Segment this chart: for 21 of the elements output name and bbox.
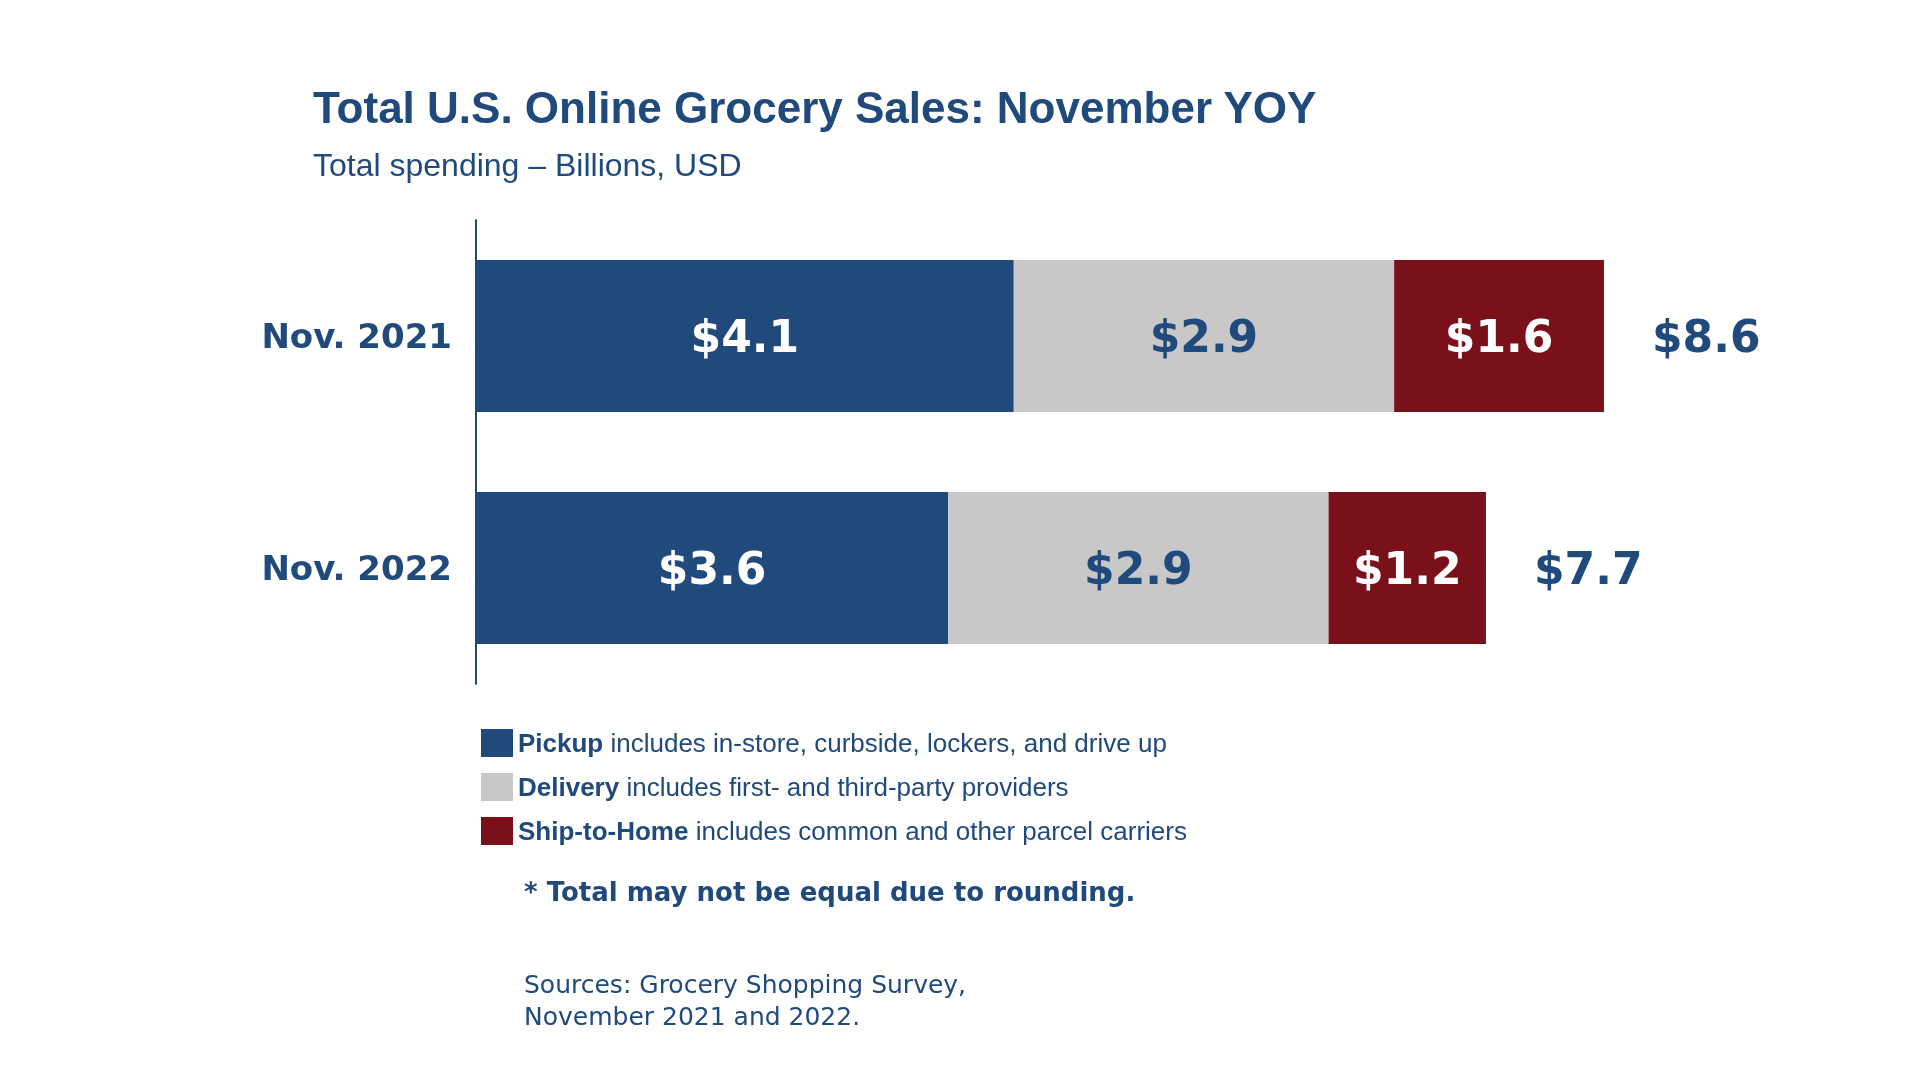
y-tick-label: Nov. 2021 — [261, 316, 452, 356]
legend-label: Delivery includes first- and third-party providers — [518, 772, 1069, 802]
data-label: $1.2 — [1352, 542, 1462, 594]
data-label: $2.9 — [1149, 310, 1259, 362]
data-label: $2.9 — [1084, 542, 1193, 594]
bar — [1394, 260, 1604, 412]
bar — [1013, 260, 1395, 412]
legend-label: Pickup includes in-store, curbside, lockers, and drive up — [518, 728, 1167, 758]
legend-label: Ship-to-Home includes common and other parcel carriers — [518, 816, 1187, 846]
chart-subtitle: Total spending – Billions, USD — [313, 147, 742, 183]
data-label: $1.6 — [1444, 310, 1554, 362]
text: * Total may not be equal due to rounding. — [524, 877, 1136, 907]
total-label: $8.6 — [1652, 310, 1761, 362]
data-label: $4.1 — [690, 310, 800, 362]
bar — [948, 492, 1329, 644]
data-label: $3.6 — [657, 542, 767, 594]
y-tick-label: Nov. 2022 — [261, 548, 452, 588]
total-label: $7.7 — [1533, 542, 1643, 594]
bar — [1328, 492, 1486, 644]
chart-title: Total U.S. Online Grocery Sales: November YOY — [313, 82, 1317, 132]
source-note: Sources: Grocery Shopping Survey, November 2021 and 2022. — [524, 969, 967, 1031]
